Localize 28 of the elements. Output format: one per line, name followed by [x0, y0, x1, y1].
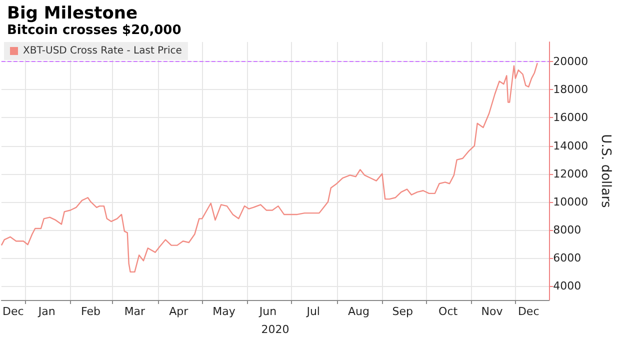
y-tick-label: 20000 [553, 55, 588, 68]
y-tick-label: 4000 [553, 279, 582, 292]
x-tick-label: Jan [37, 305, 56, 318]
line-series [0, 62, 538, 273]
chart-subtitle: Bitcoin crosses $20,000 [7, 23, 182, 38]
x-axis-title: 2020 [261, 323, 290, 336]
x-tick-label: Sep [392, 305, 414, 318]
x-tick-label: Aug [348, 305, 370, 318]
x-tick-label: Jun [258, 305, 277, 318]
x-tick-label: Dec [2, 305, 24, 318]
y-tick-label: 16000 [553, 111, 588, 124]
x-tick-label: Oct [438, 305, 458, 318]
x-tick-label: Dec [518, 305, 540, 318]
x-tick-label: Nov [481, 305, 504, 318]
y-tick-label: 10000 [553, 195, 588, 208]
legend-label: XBT-USD Cross Rate - Last Price [23, 46, 182, 56]
y-axis-title: U.S. dollars [598, 134, 613, 208]
y-tick-label: 14000 [553, 139, 588, 152]
x-tick-label: Jul [306, 305, 320, 318]
chart-title: Big Milestone [7, 4, 138, 24]
x-tick-label: Apr [169, 305, 189, 318]
x-tick-label: May [212, 305, 236, 318]
y-tick-label: 12000 [553, 167, 588, 180]
x-tick-label: Mar [124, 305, 146, 318]
y-tick-label: 8000 [553, 223, 582, 236]
y-tick-label: 6000 [553, 251, 582, 264]
y-tick-label: 18000 [553, 83, 588, 96]
x-tick-label: Feb [81, 305, 101, 318]
